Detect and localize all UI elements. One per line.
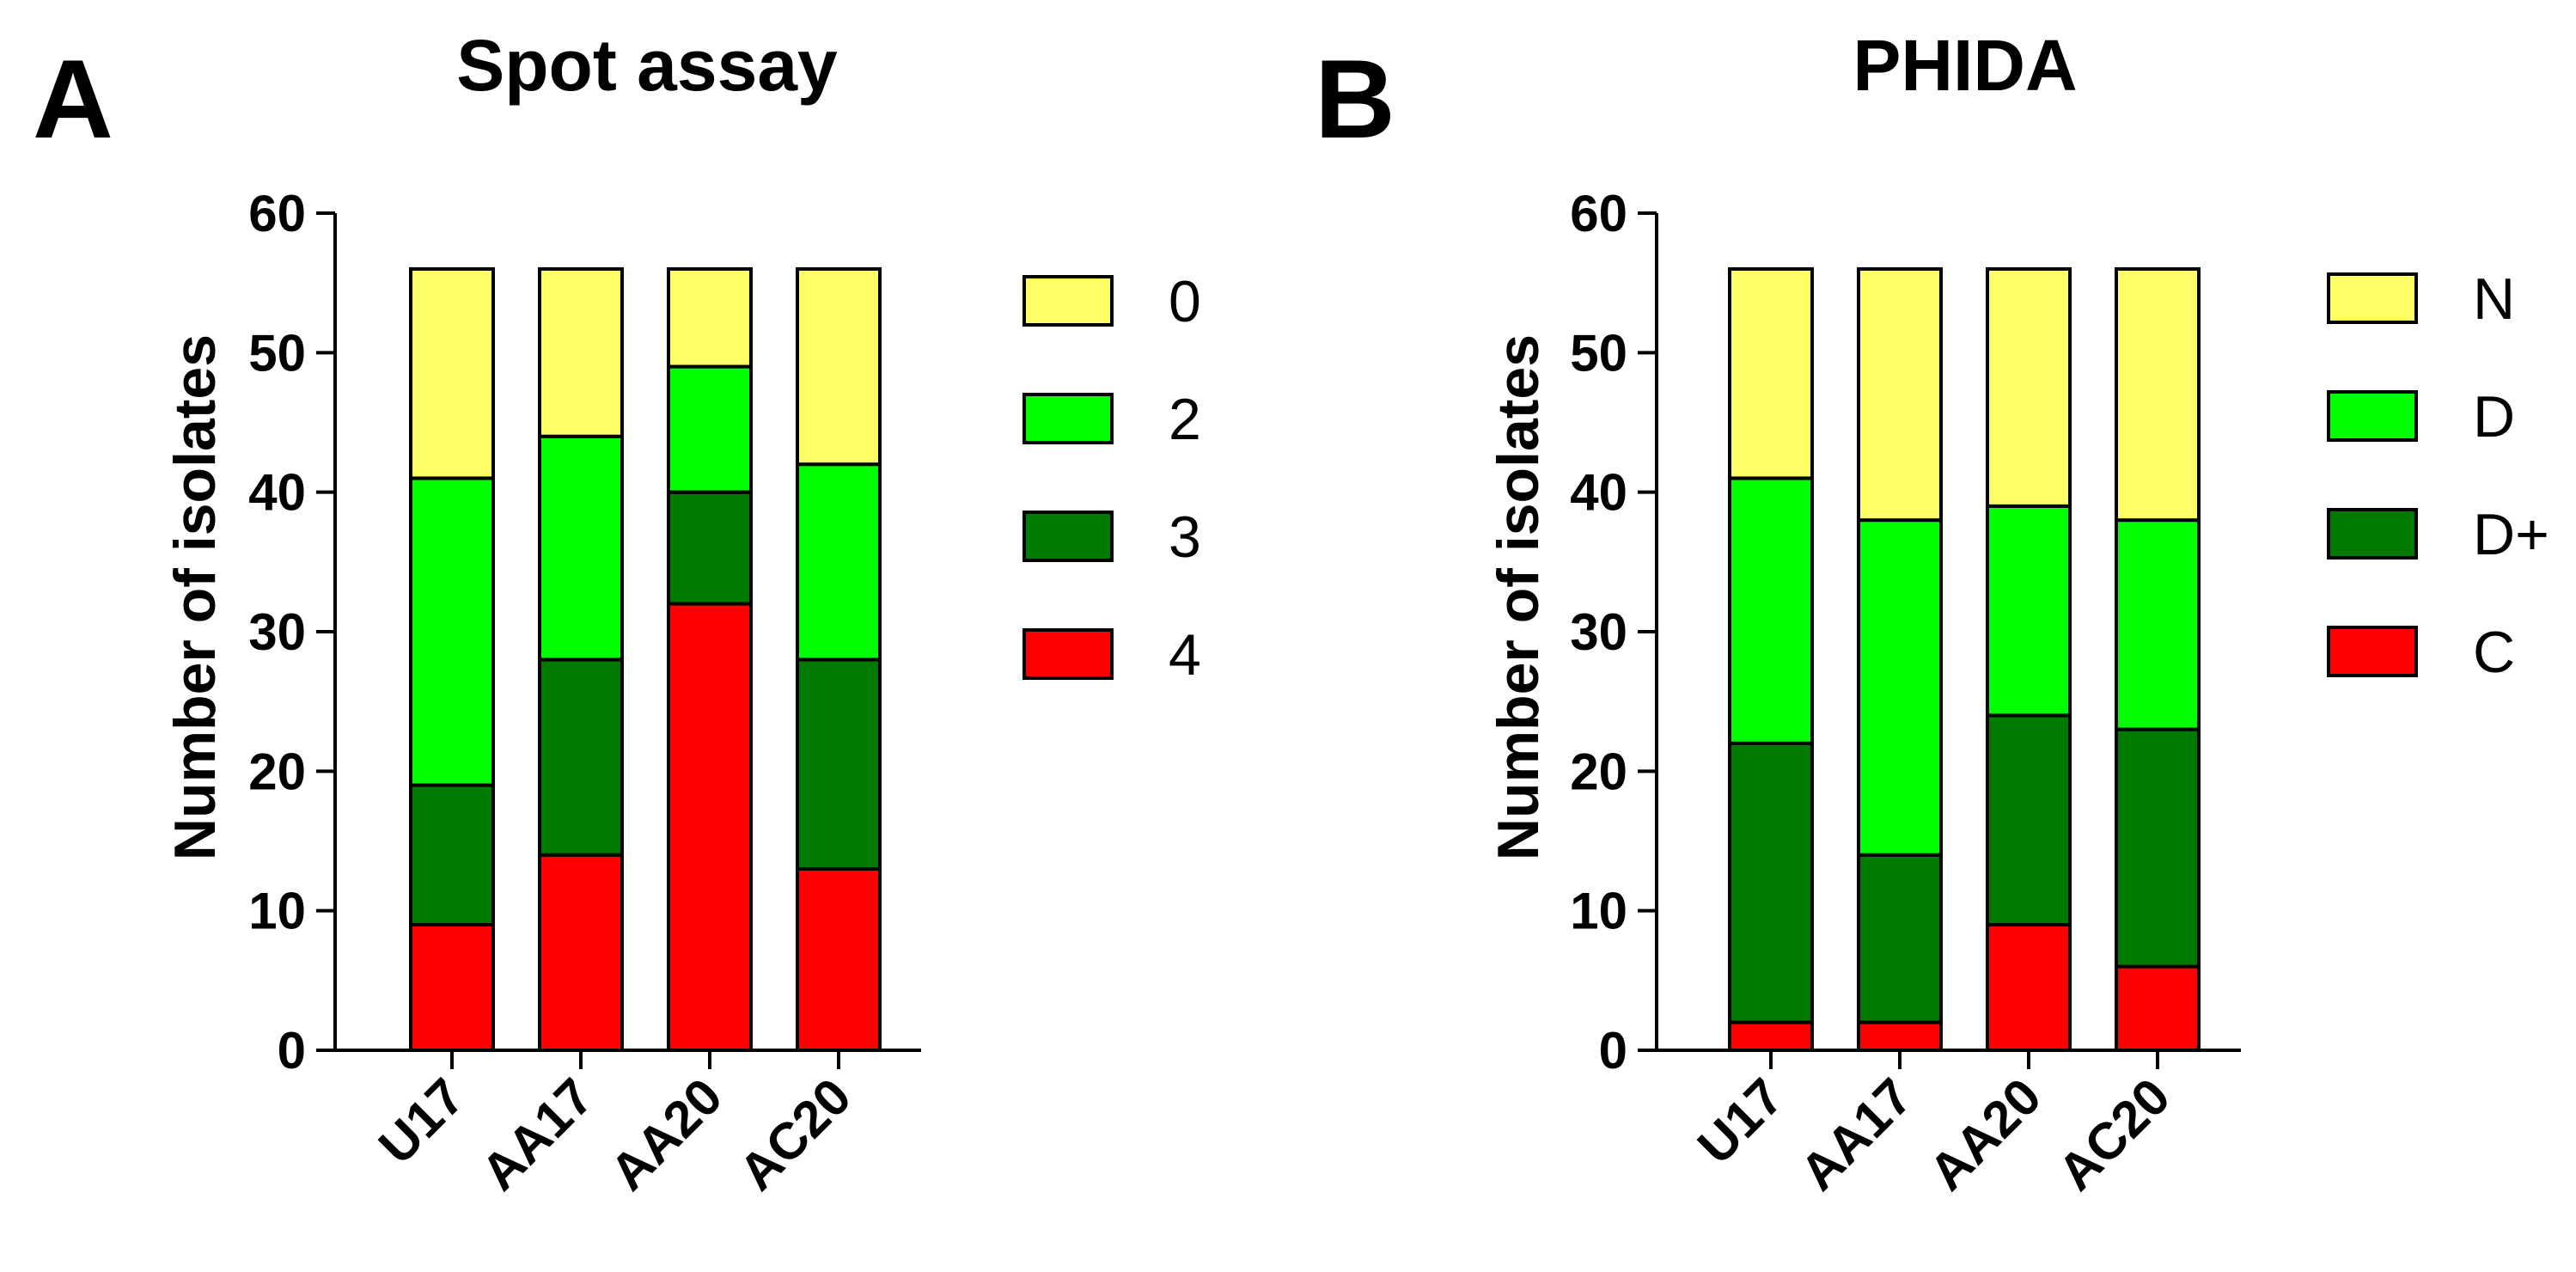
legend-label: D+ (2473, 502, 2549, 567)
bar-segment (1728, 266, 1814, 480)
x-tick-label: AA17 (1789, 1067, 1923, 1202)
x-tick-label: AC20 (2047, 1067, 2181, 1202)
y-axis-label: Number of isolates (162, 334, 228, 860)
legend-label: 2 (1169, 387, 1201, 452)
x-tick-label: AA20 (1918, 1067, 2052, 1202)
bar-segment (796, 266, 882, 467)
bar-segment (1728, 741, 1814, 1024)
bar-segment (667, 266, 753, 369)
y-tick-label: 40 (1570, 464, 1627, 522)
bar-segment (2115, 266, 2201, 523)
y-tick-label: 20 (1570, 743, 1627, 800)
legend-label: 0 (1169, 269, 1201, 334)
legend-label: D (2473, 384, 2515, 449)
bar-segment (667, 364, 753, 494)
y-tick-label: 0 (278, 1022, 306, 1079)
legend-label: C (2473, 620, 2515, 685)
y-tick-label: 60 (248, 185, 306, 242)
y-tick-label: 10 (1570, 883, 1627, 940)
legend-label: 4 (1169, 622, 1201, 688)
x-tick-label: AC20 (728, 1067, 862, 1202)
y-tick-label: 50 (248, 324, 306, 382)
panel-letter: B (1315, 36, 1395, 162)
bar-segment (1986, 713, 2072, 926)
legend-swatch (1022, 511, 1114, 562)
bar-segment (2115, 518, 2201, 731)
x-tick-label: U17 (1687, 1067, 1794, 1175)
y-tick-label: 30 (1570, 603, 1627, 661)
y-tick-label: 20 (248, 743, 306, 800)
legend-label: N (2473, 266, 2515, 332)
bar-segment (538, 434, 624, 662)
legend-swatch (1022, 628, 1114, 680)
legend-swatch (2327, 508, 2418, 560)
y-tick-label: 10 (248, 883, 306, 940)
bar-segment (796, 657, 882, 871)
chart-title: PHIDA (1853, 25, 2077, 106)
legend-label: 3 (1169, 505, 1201, 570)
bar-segment (409, 783, 495, 926)
bar-segment (538, 657, 624, 857)
panel-letter: A (33, 36, 113, 162)
legend-swatch (2327, 626, 2418, 677)
y-tick-label: 60 (1570, 185, 1627, 242)
bar-segment (796, 866, 882, 1053)
x-tick-label: U17 (368, 1067, 475, 1175)
legend-swatch (1022, 393, 1114, 444)
bar-segment (667, 490, 753, 606)
legend-swatch (1022, 275, 1114, 327)
bar-segment (409, 922, 495, 1053)
bar-segment (1857, 266, 1943, 523)
bar-segment (1986, 504, 2072, 718)
y-axis-label: Number of isolates (1486, 334, 1551, 860)
bar-segment (2115, 727, 2201, 969)
bar-segment (538, 266, 624, 438)
bar-segment (667, 602, 753, 1052)
y-tick-label: 0 (1599, 1022, 1627, 1079)
bar-segment (1986, 266, 2072, 508)
bar-segment (1857, 518, 1943, 857)
y-tick-label: 30 (248, 603, 306, 661)
bar-segment (409, 476, 495, 787)
bar-segment (538, 853, 624, 1052)
bar-segment (1986, 922, 2072, 1053)
y-tick-label: 40 (248, 464, 306, 522)
bar-segment (1857, 1020, 1943, 1052)
bar-segment (409, 266, 495, 480)
panel-b: B PHIDA Number of isolates 0 10 20 30 40 50 60… (1315, 25, 2549, 1202)
legend-swatch (2327, 272, 2418, 324)
bar-segment (1857, 853, 1943, 1024)
bar-segment (1728, 476, 1814, 745)
bar-segment (796, 462, 882, 662)
y-tick-label: 50 (1570, 324, 1627, 382)
x-tick-label: AA17 (470, 1067, 604, 1202)
panel-a: A Spot assay Number of isolates 01020304… (33, 25, 1201, 1202)
bar-segment (1728, 1020, 1814, 1052)
bar-segment (2115, 964, 2201, 1052)
legend-swatch (2327, 390, 2418, 442)
chart-title: Spot assay (456, 25, 838, 106)
x-tick-label: AA20 (599, 1067, 733, 1202)
